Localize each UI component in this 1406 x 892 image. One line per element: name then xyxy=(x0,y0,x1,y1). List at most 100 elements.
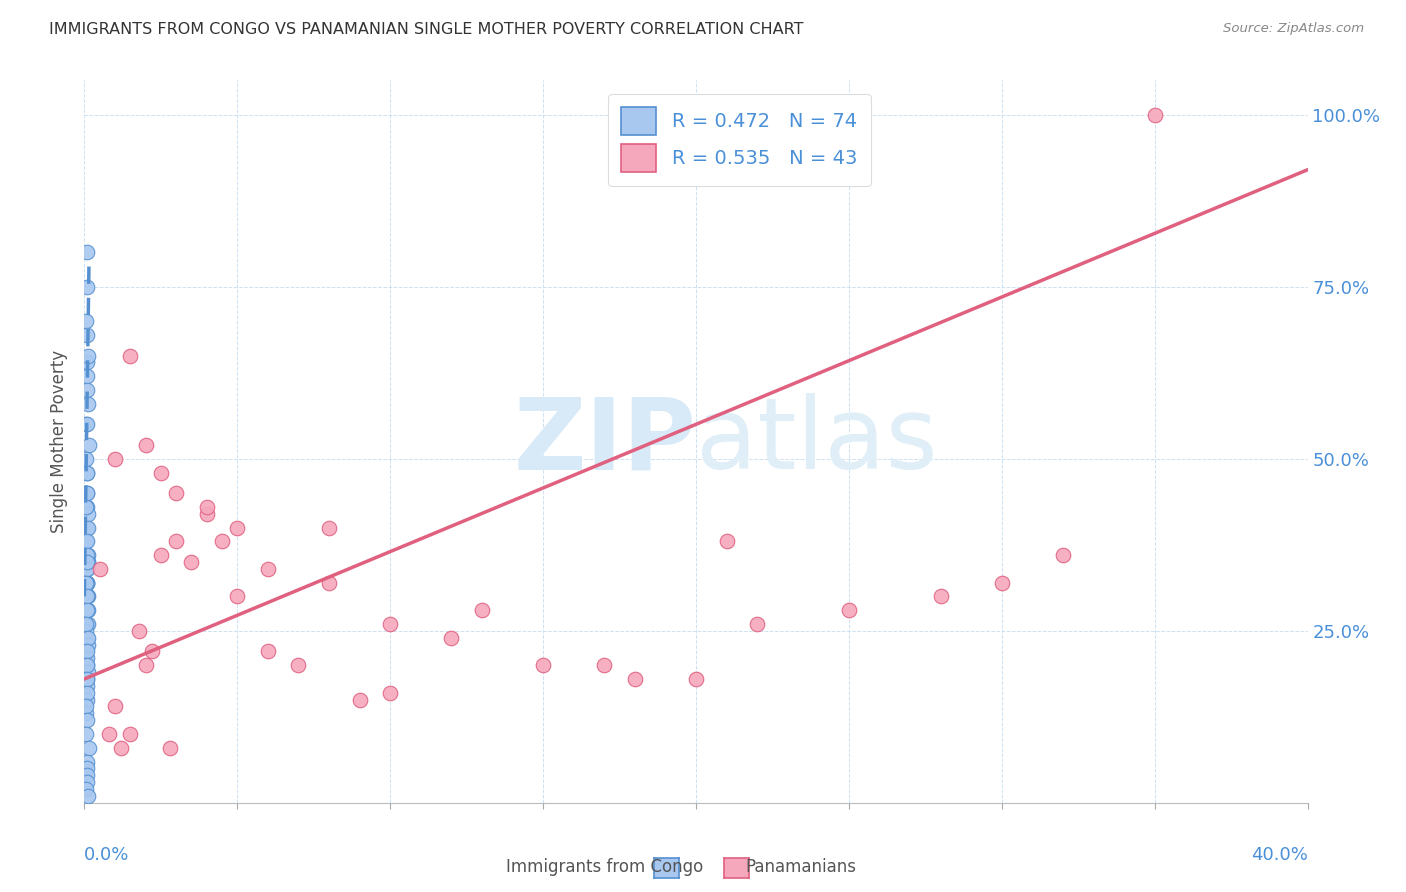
Y-axis label: Single Mother Poverty: Single Mother Poverty xyxy=(51,350,69,533)
Point xyxy=(75,616,97,631)
Point xyxy=(76,603,98,617)
Point xyxy=(76,590,98,604)
Point xyxy=(76,590,98,604)
Point xyxy=(76,520,98,534)
Point xyxy=(76,789,98,803)
Point xyxy=(75,603,97,617)
Point xyxy=(76,631,98,645)
Text: Immigrants from Congo: Immigrants from Congo xyxy=(506,858,703,876)
Point xyxy=(76,713,98,727)
Point xyxy=(76,590,98,604)
Point xyxy=(76,575,98,590)
Point xyxy=(75,534,97,549)
Point xyxy=(77,590,100,604)
Point xyxy=(76,520,98,534)
Point xyxy=(471,603,494,617)
Point xyxy=(75,782,97,797)
Point xyxy=(76,279,98,293)
Point xyxy=(76,555,98,569)
Point xyxy=(76,603,98,617)
Point xyxy=(76,575,98,590)
Point xyxy=(76,616,98,631)
Point xyxy=(77,603,100,617)
Point xyxy=(76,355,98,369)
Point xyxy=(77,397,100,411)
Point xyxy=(75,314,97,328)
Point xyxy=(76,369,98,384)
Point xyxy=(77,548,100,562)
Point xyxy=(76,692,98,706)
Point xyxy=(76,679,98,693)
Point xyxy=(287,658,309,673)
Point xyxy=(76,507,98,521)
Point xyxy=(531,658,554,673)
Point xyxy=(380,686,402,700)
Point xyxy=(76,651,98,665)
Point xyxy=(593,658,616,673)
Point xyxy=(76,327,98,342)
Point xyxy=(77,631,100,645)
Point xyxy=(77,740,100,755)
Point xyxy=(159,740,181,755)
Point xyxy=(76,466,98,480)
Point xyxy=(76,245,98,260)
Point xyxy=(77,555,100,569)
Point xyxy=(76,644,98,658)
Point xyxy=(318,520,340,534)
Point xyxy=(440,631,463,645)
Point xyxy=(104,451,127,466)
Point xyxy=(76,658,98,673)
Legend: R = 0.472   N = 74, R = 0.535   N = 43: R = 0.472 N = 74, R = 0.535 N = 43 xyxy=(607,94,870,186)
Point xyxy=(75,644,97,658)
Point xyxy=(180,555,202,569)
Point xyxy=(141,644,163,658)
Point xyxy=(76,575,98,590)
Point xyxy=(929,590,952,604)
Point xyxy=(77,438,100,452)
Point xyxy=(747,616,769,631)
Point xyxy=(76,775,98,789)
Text: Panamanians: Panamanians xyxy=(745,858,856,876)
Point xyxy=(135,438,157,452)
Point xyxy=(75,699,97,714)
Point xyxy=(75,624,97,638)
Point xyxy=(76,562,98,576)
Point xyxy=(226,590,249,604)
Point xyxy=(76,500,98,514)
Point xyxy=(211,534,233,549)
Point xyxy=(76,349,98,363)
Point xyxy=(1143,108,1166,122)
Point xyxy=(226,520,249,534)
Text: ZIP: ZIP xyxy=(513,393,696,490)
Point xyxy=(380,616,402,631)
Point xyxy=(257,562,280,576)
Point xyxy=(76,603,98,617)
Point xyxy=(135,658,157,673)
Point xyxy=(75,575,97,590)
Point xyxy=(76,638,98,652)
Text: atlas: atlas xyxy=(696,393,938,490)
Point xyxy=(716,534,738,549)
Point xyxy=(76,672,98,686)
Text: 40.0%: 40.0% xyxy=(1251,847,1308,864)
Point xyxy=(195,507,218,521)
Point xyxy=(75,451,97,466)
Point xyxy=(76,672,98,686)
Point xyxy=(76,466,98,480)
Point xyxy=(120,349,142,363)
Point xyxy=(838,603,860,617)
Point xyxy=(76,686,98,700)
Text: 0.0%: 0.0% xyxy=(84,847,129,864)
Point xyxy=(195,500,218,514)
Point xyxy=(1052,548,1074,562)
Point xyxy=(76,486,98,500)
Point xyxy=(76,486,98,500)
Point xyxy=(257,644,280,658)
Point xyxy=(76,616,98,631)
Point xyxy=(76,555,98,569)
Point xyxy=(76,534,98,549)
Point xyxy=(77,665,100,679)
Point xyxy=(76,761,98,775)
Point xyxy=(76,383,98,397)
Point xyxy=(75,500,97,514)
